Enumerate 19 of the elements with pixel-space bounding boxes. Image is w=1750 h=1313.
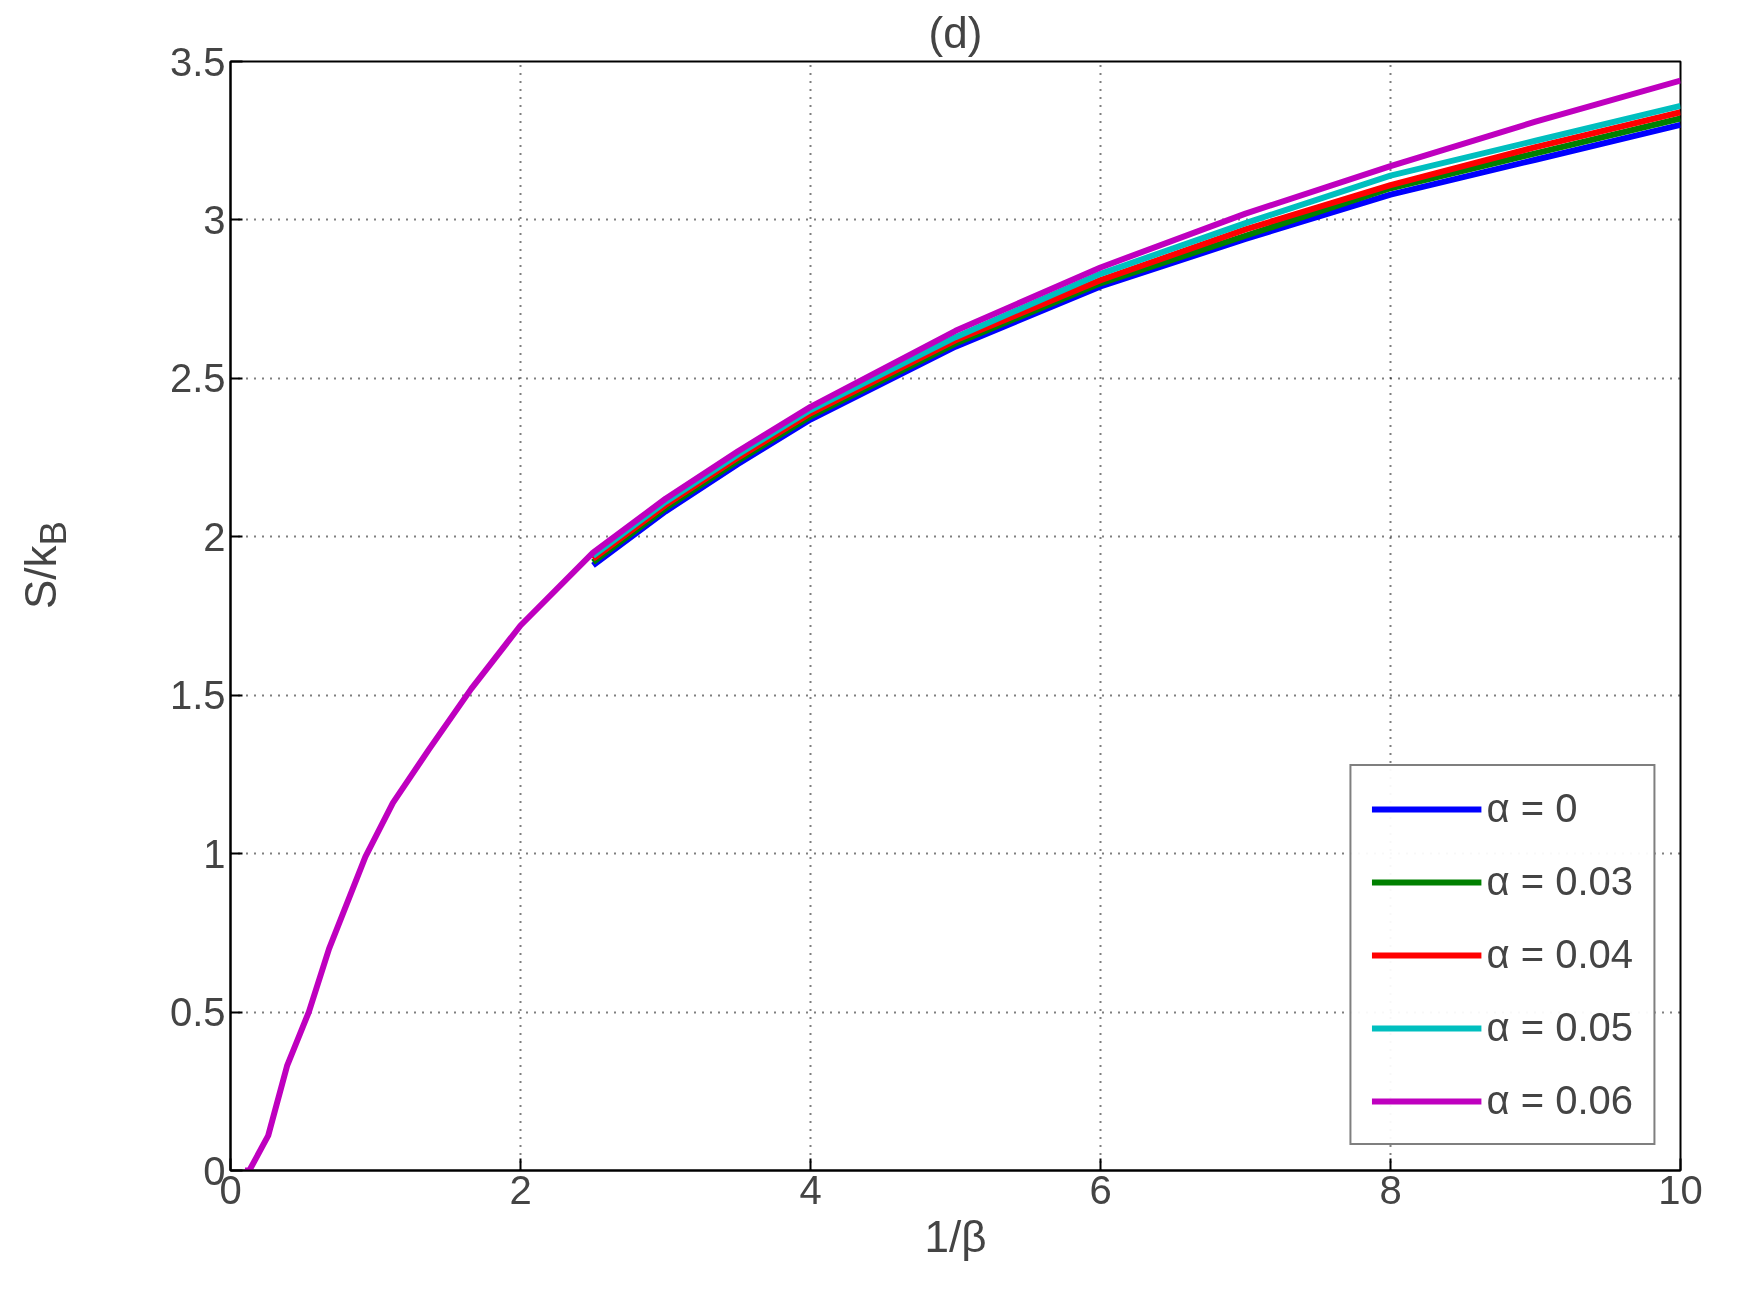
y-tick-label: 0.5 [169, 990, 226, 1035]
y-tick-label: 1 [203, 831, 226, 876]
y-tick-label: 1.5 [169, 673, 226, 718]
y-tick-label: 2.5 [169, 356, 226, 401]
legend-label: α = 0.05 [1486, 1005, 1633, 1050]
legend-label: α = 0.03 [1486, 859, 1633, 904]
x-tick-label: 6 [1089, 1167, 1112, 1212]
legend-label: α = 0 [1486, 786, 1578, 831]
x-tick-label: 4 [799, 1167, 822, 1212]
x-axis-title: 1/β [924, 1211, 987, 1261]
y-tick-label: 3.5 [169, 39, 226, 84]
y-tick-label: 2 [203, 514, 226, 559]
legend-label: α = 0.06 [1486, 1078, 1633, 1123]
x-tick-label: 2 [509, 1167, 532, 1212]
x-tick-label: 8 [1379, 1167, 1402, 1212]
x-tick-label: 10 [1658, 1167, 1703, 1212]
chart-title: (d) [928, 7, 983, 57]
y-tick-label: 3 [203, 197, 226, 242]
legend-label: α = 0.04 [1486, 932, 1633, 977]
